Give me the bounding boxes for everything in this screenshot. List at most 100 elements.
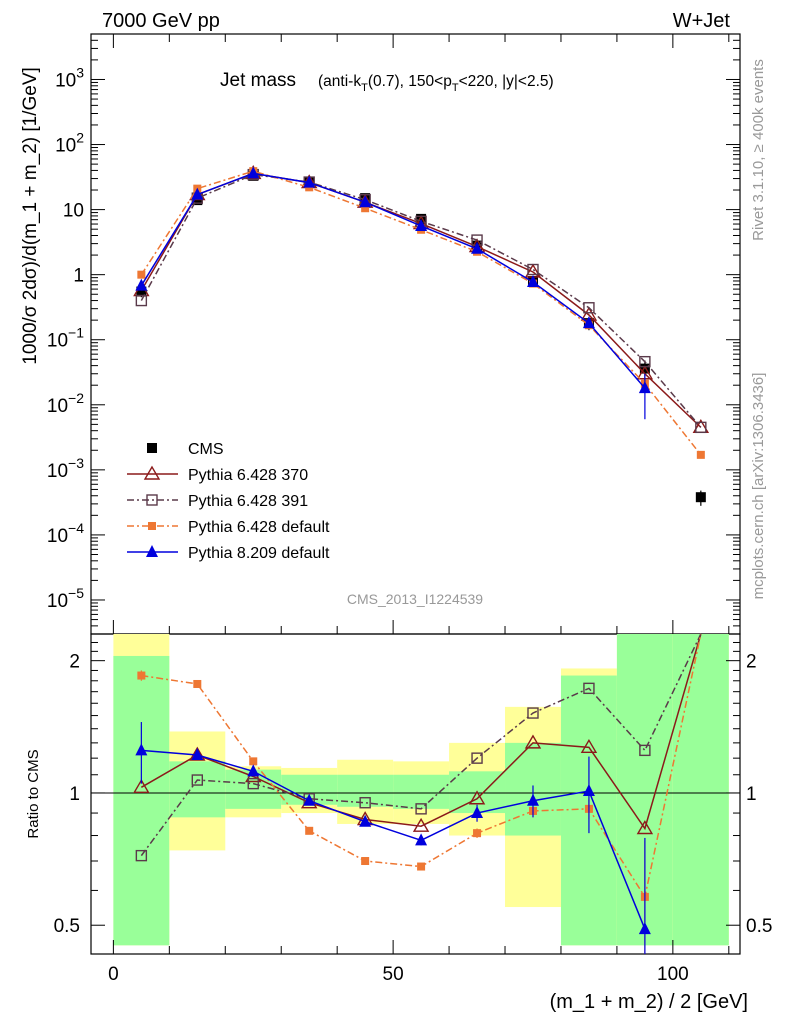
uncertainty-band-green (169, 761, 226, 818)
main-plot-series (133, 165, 710, 506)
legend-label-pythia-6-428-default: Pythia 6.428 default (188, 519, 330, 536)
y-tick-label-main: 10−3 (47, 455, 84, 482)
data-point-pythia-8-209-default (582, 784, 595, 797)
data-point-pythia-8-209-default (135, 278, 148, 291)
uncertainty-band-green (672, 634, 729, 946)
y-tick-label-ratio: 0.5 (54, 916, 80, 937)
data-point-pythia-8-209-default (471, 806, 484, 819)
data-point-pythia-6-428-391 (583, 682, 595, 695)
mcplots-source-label: mcplots.cern.ch [arXiv:1306.3436] (750, 373, 767, 600)
y-tick-label-main: 10−2 (47, 390, 84, 417)
data-point-pythia-6-428-default (305, 826, 314, 835)
x-tick-label: 100 (657, 964, 689, 985)
y-tick-label-main: 10−5 (47, 585, 84, 612)
data-point-pythia-8-209-default (471, 241, 484, 254)
data-point-pythia-6-428-default (137, 270, 146, 279)
y-tick-label-main: 10−4 (47, 520, 84, 547)
data-point-pythia-8-209-default (247, 764, 260, 777)
data-point-pythia-6-428-default (417, 862, 426, 871)
axis-ticks: 0 50 100 10−5 10−4 10−3 10−2 10−1 1 10 102 103 0.5 0.… (47, 33, 772, 985)
uncertainty-band-green (113, 655, 170, 946)
data-point-pythia-6-428-default (249, 757, 258, 766)
header-energy-label: 7000 GeV pp (102, 10, 220, 32)
legend-label-pythia-6-428-370: Pythia 6.428 370 (188, 467, 308, 484)
data-point-pythia-6-428-370 (580, 738, 598, 754)
y-tick-label-ratio-right: 0.5 (746, 916, 772, 937)
rivet-version-label: Rivet 3.1.10, ≥ 400k events (750, 59, 767, 241)
data-point-cms (416, 213, 427, 224)
data-point-pythia-8-209-default (526, 275, 539, 288)
data-point-pythia-8-209-default (247, 166, 260, 179)
main-plot-frame (90, 33, 741, 635)
x-tick-label: 0 (108, 964, 119, 985)
data-point-pythia-6-428-default (137, 671, 146, 680)
series-line-pythia-6-428-370 (140, 633, 702, 831)
data-point-pythia-6-428-391 (583, 302, 595, 314)
y-tick-label-main: 1 (73, 266, 84, 287)
data-point-pythia-8-209-default (191, 187, 204, 200)
data-point-pythia-6-428-370 (133, 778, 150, 794)
legend-marker-pythia-6-428-default (148, 522, 156, 530)
data-point-pythia-8-209-default (415, 833, 428, 846)
series-line-pythia-8-209-default (140, 172, 646, 389)
data-point-pythia-6-428-391 (135, 849, 148, 862)
ratio-y-axis-label: Ratio to CMS (25, 749, 42, 838)
data-point-pythia-6-428-default (473, 829, 482, 838)
data-point-pythia-6-428-370 (412, 817, 430, 832)
y-tick-label-main: 102 (55, 130, 84, 157)
x-tick-label: 50 (383, 964, 404, 985)
data-point-pythia-6-428-391 (247, 777, 259, 790)
data-point-pythia-6-428-391 (191, 774, 204, 786)
data-point-pythia-6-428-391 (639, 355, 651, 368)
data-point-cms (136, 286, 147, 297)
series-line-pythia-8-209-default (141, 749, 646, 930)
main-y-axis-label: 1000/σ 2dσ)/d(m_1 + m_2) [1/GeV] (20, 67, 41, 365)
series-line-pythia-6-428-391 (140, 633, 702, 857)
y-tick-label-main: 10−1 (47, 325, 84, 352)
x-axis-label: (m_1 + m_2) / 2 [GeV] (550, 991, 748, 1013)
legend: CMS Pythia 6.428 370 Pythia 6.428 391 Pythi… (127, 441, 330, 562)
legend-marker-cms (147, 443, 157, 453)
y-tick-label-ratio-right: 1 (746, 784, 757, 805)
legend-marker-pythia-8-209-default (146, 545, 158, 557)
data-point-pythia-6-428-391 (415, 803, 427, 815)
ratio-plot-series (133, 633, 702, 954)
data-point-pythia-6-428-default (361, 857, 370, 866)
data-point-pythia-6-428-391 (359, 797, 371, 809)
data-point-pythia-6-428-370 (468, 790, 486, 805)
header-process-label: W+Jet (673, 10, 731, 32)
data-point-pythia-8-209-default (415, 218, 428, 231)
legend-label-cms: CMS (188, 441, 224, 458)
data-point-pythia-6-428-391 (639, 744, 651, 757)
data-point-pythia-6-428-default (193, 679, 202, 688)
plot-subtitle: (anti-kT(0.7), 150<pT<220, |y|<2.5) (318, 73, 554, 94)
data-point-pythia-8-209-default (638, 381, 651, 394)
data-point-pythia-6-428-391 (527, 707, 539, 719)
data-point-cms (639, 363, 650, 374)
series-line-pythia-6-428-391 (140, 173, 702, 428)
legend-marker-pythia-6-428-391 (146, 494, 158, 506)
data-point-pythia-8-209-default (359, 195, 372, 208)
data-point-pythia-8-209-default (135, 743, 148, 756)
ratio-plot-frame (90, 633, 741, 955)
data-point-pythia-6-428-391 (527, 263, 539, 276)
data-point-pythia-8-209-default (303, 175, 316, 188)
data-point-pythia-6-428-default (361, 204, 370, 213)
series-line-pythia-6-428-default (140, 170, 702, 456)
data-point-pythia-8-209-default (526, 793, 539, 806)
data-point-pythia-6-428-391 (695, 421, 707, 434)
y-tick-label-ratio: 2 (69, 652, 80, 673)
data-point-pythia-6-428-370 (636, 820, 654, 835)
data-point-pythia-6-428-default (696, 450, 705, 459)
y-tick-label-main: 103 (55, 64, 84, 91)
data-point-pythia-8-209-default (359, 814, 372, 827)
data-point-pythia-6-428-391 (135, 294, 148, 307)
legend-marker-pythia-6-428-370 (143, 465, 161, 480)
data-point-pythia-8-209-default (303, 793, 316, 806)
y-tick-label-main: 10 (63, 201, 84, 222)
data-point-pythia-6-428-391 (471, 752, 483, 764)
y-tick-label-ratio: 1 (69, 784, 80, 805)
legend-label-pythia-8-209-default: Pythia 8.209 default (188, 545, 330, 562)
legend-label-pythia-6-428-391: Pythia 6.428 391 (188, 493, 308, 510)
